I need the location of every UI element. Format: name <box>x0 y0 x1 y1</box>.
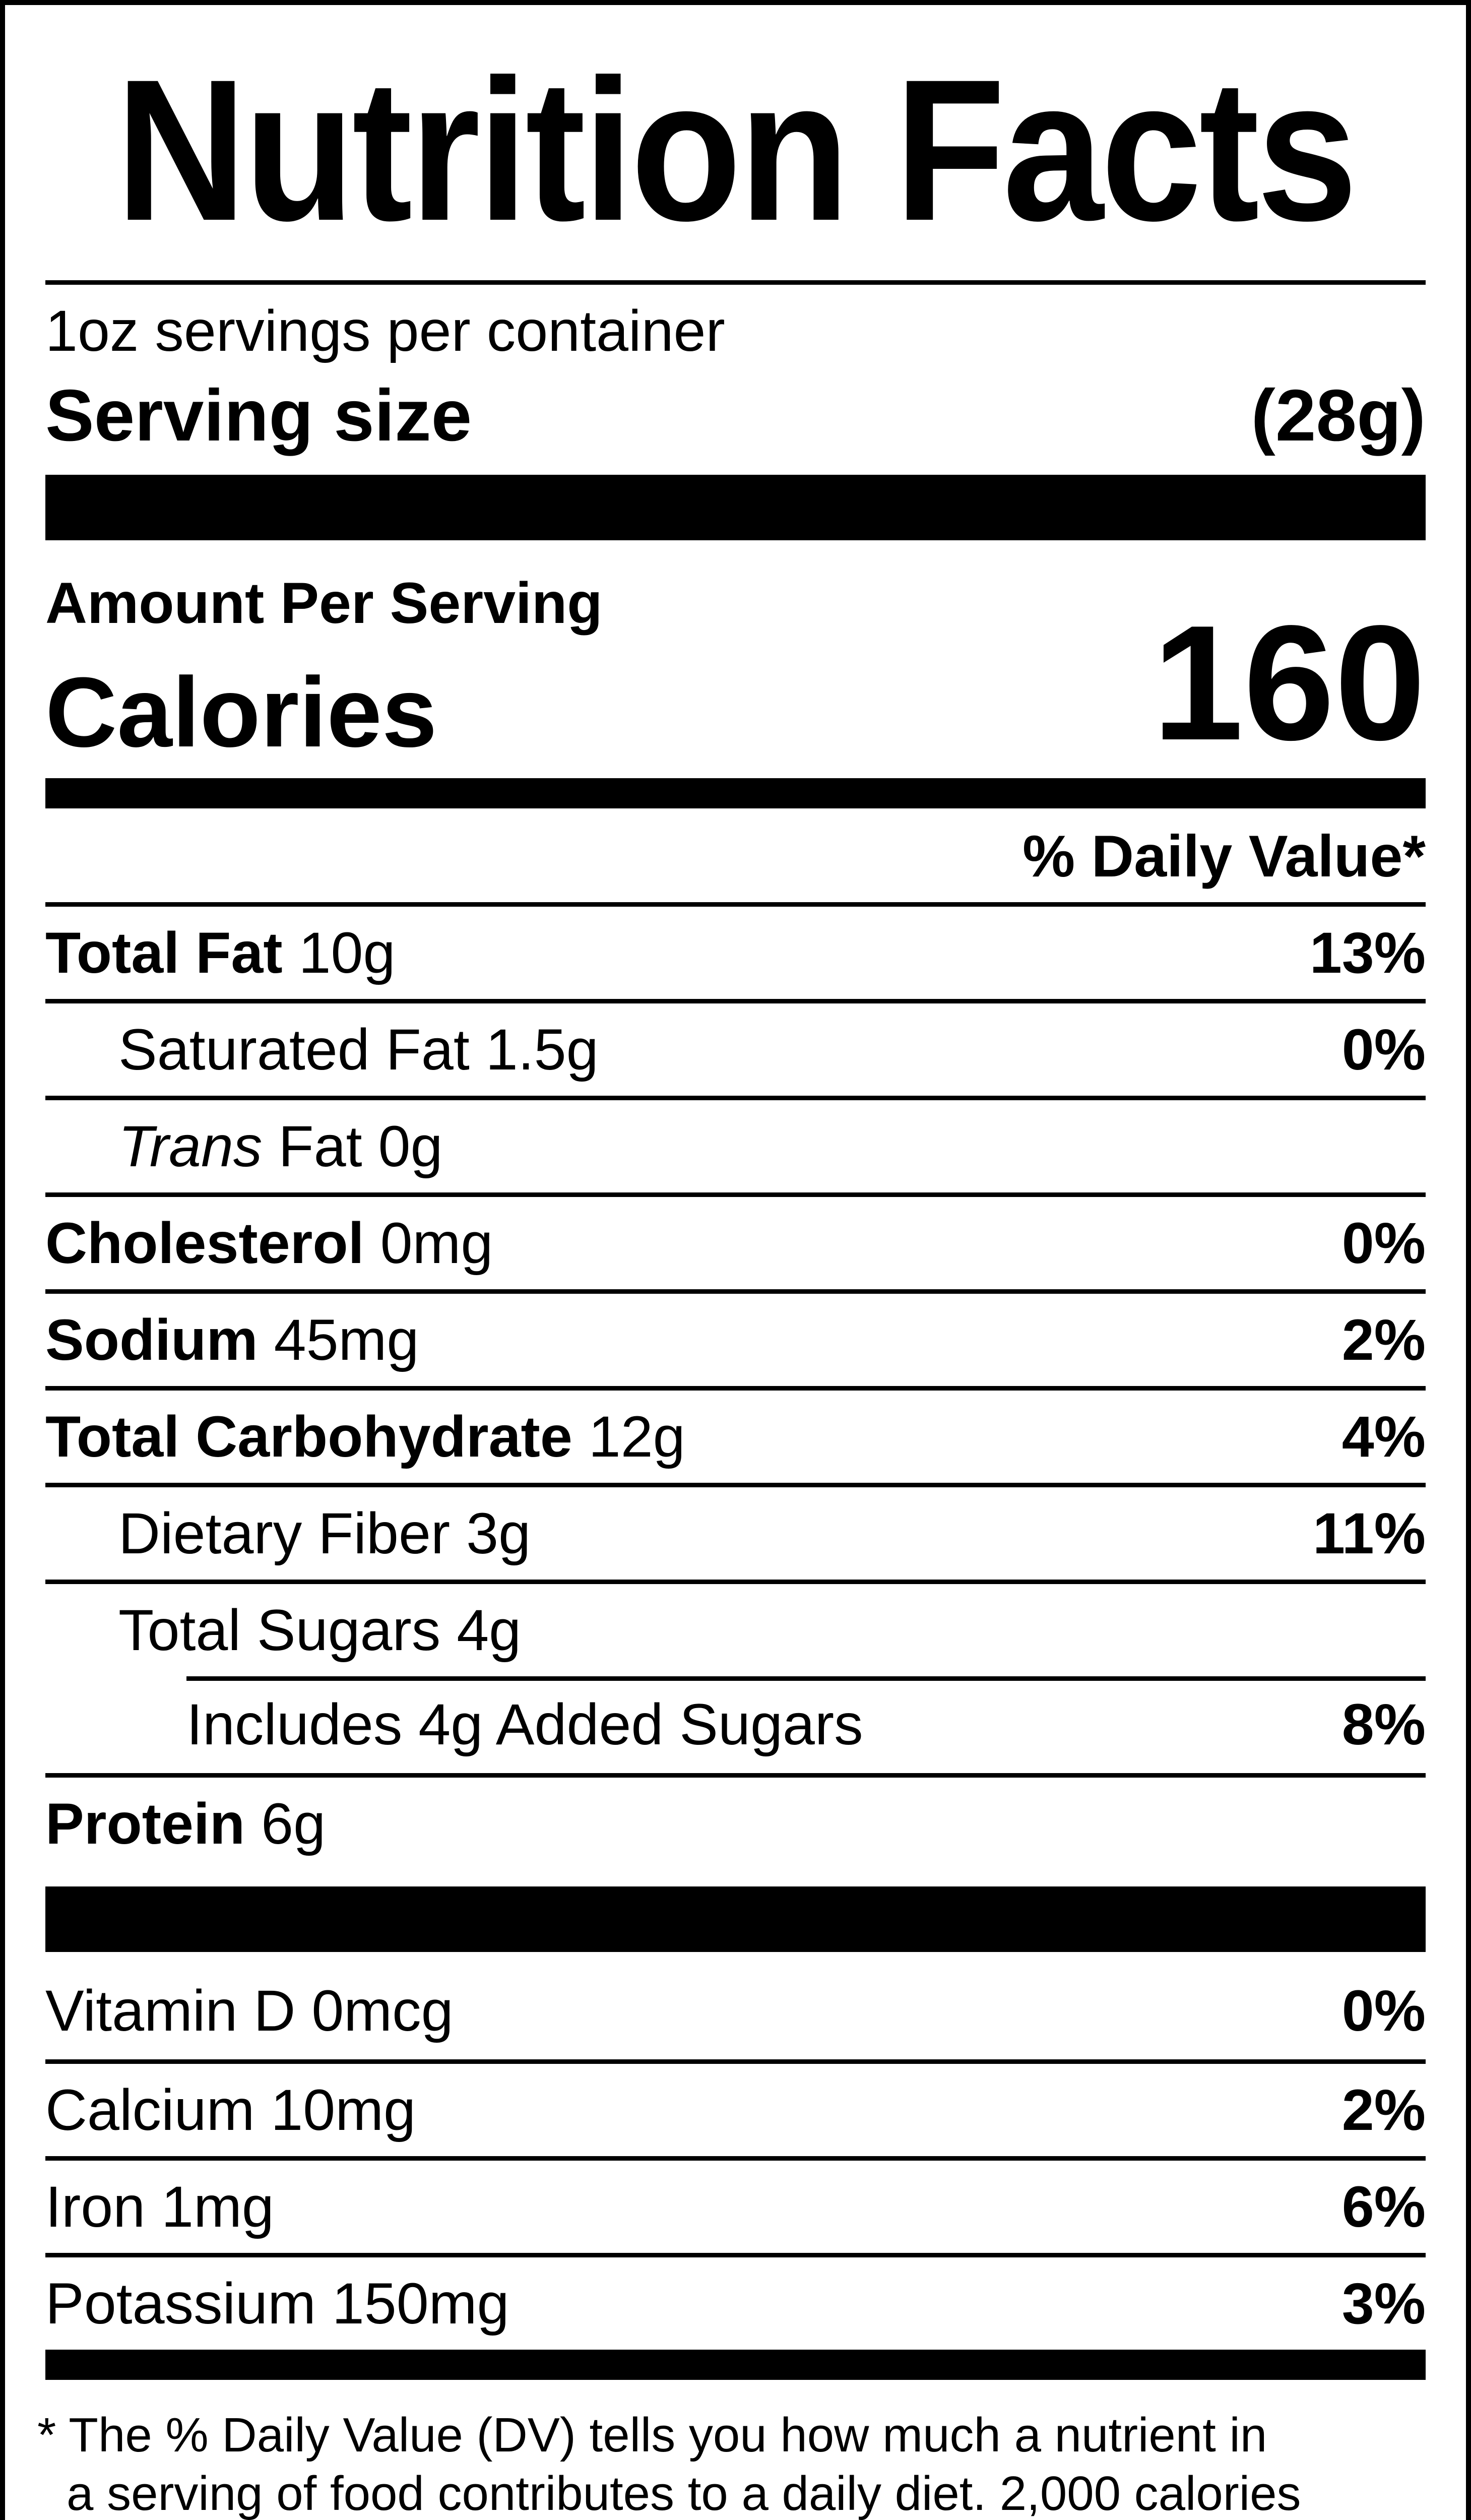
nutrient-daily-value: 2% <box>1341 1307 1426 1372</box>
vitamin-daily-value: 2% <box>1341 2077 1426 2143</box>
nutrient-name-and-amount: Protein 6g <box>45 1791 326 1856</box>
nutrient-daily-value: 11% <box>1313 1501 1426 1566</box>
nutrient-row: Cholesterol 0mg 0% <box>45 1192 1426 1289</box>
vitamin-daily-value: 6% <box>1341 2174 1426 2239</box>
calories-value: 160 <box>1152 591 1426 774</box>
calories-row: Calories 160 <box>45 601 1426 768</box>
separator-bar-medium-after-calories <box>45 778 1426 808</box>
nutrient-daily-value: 0% <box>1341 1017 1426 1082</box>
nutrient-name-and-amount: Total Carbohydrate 12g <box>45 1404 685 1469</box>
nutrient-row: Total Sugars 4g <box>45 1580 1426 1676</box>
separator-rule-under-title <box>45 280 1426 285</box>
separator-bar-thick-after-serving <box>45 475 1426 540</box>
serving-size-value: (28g) <box>1251 374 1426 456</box>
label-title: Nutrition Facts <box>115 37 1358 263</box>
vitamin-name-and-amount: Calcium 10mg <box>45 2077 416 2143</box>
nutrient-row: Total Fat 10g 13% <box>45 902 1426 999</box>
separator-bar-thick-after-protein <box>45 1886 1426 1952</box>
separator-bar-medium-after-potassium <box>45 2350 1426 2380</box>
nutrient-name-and-amount: Saturated Fat 1.5g <box>118 1017 599 1082</box>
amount-per-serving-label: Amount Per Serving <box>45 571 603 636</box>
vitamin-row: Potassium 150mg 3% <box>45 2253 1426 2350</box>
nutrient-daily-value: 4% <box>1341 1404 1426 1469</box>
nutrient-name-and-amount: Includes 4g Added Sugars <box>186 1692 863 1757</box>
vitamin-daily-value: 0% <box>1341 1979 1426 2043</box>
footnote-line: * The % Daily Value (DV) tells you how m… <box>37 2408 1267 2462</box>
calories-label: Calories <box>45 657 437 768</box>
vitamin-rows: Vitamin D 0mcg 0% Calcium 10mg 2% Iron 1mg 6%… <box>45 1963 1426 2350</box>
daily-value-header: % Daily Value* <box>1022 823 1426 889</box>
serving-size-row: Serving size (28g) <box>45 372 1426 458</box>
nutrient-row: Saturated Fat 1.5g 0% <box>45 999 1426 1096</box>
vitamin-name-and-amount: Potassium 150mg <box>45 2271 509 2336</box>
footnote-line: a serving of food contributes to a daily… <box>67 2467 1301 2520</box>
nutrient-daily-value: 8% <box>1341 1692 1426 1757</box>
vitamin-row: Calcium 10mg 2% <box>45 2059 1426 2156</box>
vitamin-name-and-amount: Vitamin D 0mcg <box>45 1979 454 2043</box>
serving-size-label: Serving size <box>45 374 472 456</box>
vitamin-daily-value: 3% <box>1341 2271 1426 2336</box>
label-title-wrap: Nutrition Facts <box>45 49 1426 251</box>
nutrient-row: Sodium 45mg 2% <box>45 1289 1426 1386</box>
nutrient-name-and-amount: Trans Fat 0g <box>118 1114 443 1179</box>
nutrient-name-and-amount: Cholesterol 0mg <box>45 1211 493 1276</box>
nutrient-name-and-amount: Total Fat 10g <box>45 920 396 985</box>
nutrient-rows: Total Fat 10g 13% Saturated Fat 1.5g 0% Tran… <box>45 902 1426 1870</box>
vitamin-name-and-amount: Iron 1mg <box>45 2174 274 2239</box>
footnote: * The % Daily Value (DV) tells you how m… <box>37 2380 1426 2520</box>
nutrient-name-and-amount: Sodium 45mg <box>45 1307 419 1372</box>
nutrient-name-and-amount: Dietary Fiber 3g <box>118 1501 531 1566</box>
nutrient-row: Total Carbohydrate 12g 4% <box>45 1386 1426 1483</box>
nutrient-daily-value: 13% <box>1309 920 1426 985</box>
nutrient-row: Includes 4g Added Sugars 8% <box>45 1676 1426 1773</box>
nutrient-row: Trans Fat 0g <box>45 1096 1426 1192</box>
nutrient-name-and-amount: Total Sugars 4g <box>118 1598 522 1663</box>
nutrient-daily-value: 0% <box>1341 1211 1426 1276</box>
vitamin-row: Iron 1mg 6% <box>45 2156 1426 2253</box>
vitamin-row: Vitamin D 0mcg 0% <box>45 1963 1426 2059</box>
servings-per-container: 1oz servings per container <box>45 299 725 363</box>
nutrient-row: Dietary Fiber 3g 11% <box>45 1483 1426 1580</box>
nutrient-row: Protein 6g <box>45 1773 1426 1870</box>
